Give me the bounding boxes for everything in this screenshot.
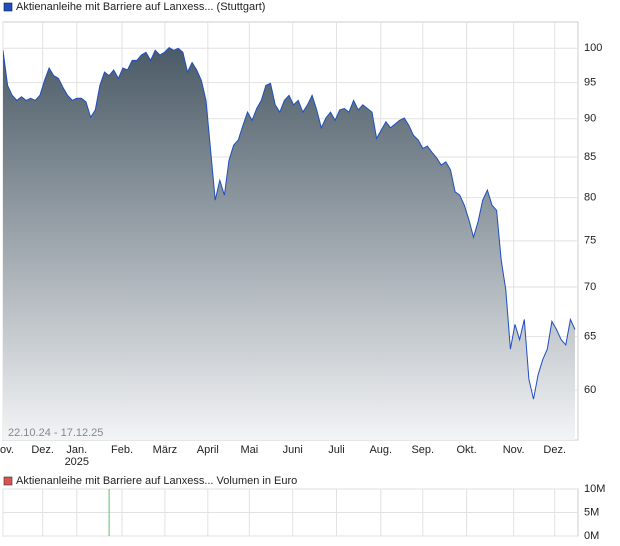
y-tick-label: 75 xyxy=(584,235,596,247)
x-tick-label: Nov. xyxy=(503,444,525,456)
area xyxy=(3,47,575,440)
x-tick-label: Sep. xyxy=(411,444,434,456)
y-tick-label: 10M xyxy=(584,483,605,495)
x-tick-label: Dez. xyxy=(543,444,566,456)
x-tick-label: Dez. xyxy=(31,444,54,456)
legend-label: Aktienanleihe mit Barriere auf Lanxess..… xyxy=(16,1,265,13)
date-range: 22.10.24 - 17.12.25 xyxy=(8,427,103,439)
x-tick-label: Okt. xyxy=(457,444,477,456)
x-tick-label: Aug. xyxy=(369,444,392,456)
y-tick-label: 100 xyxy=(584,42,602,54)
y-tick-label: 5M xyxy=(584,506,599,518)
y-tick-label: 95 xyxy=(584,76,596,88)
y-tick-label: 60 xyxy=(584,384,596,396)
y-tick-label: 90 xyxy=(584,113,596,125)
legend-label: Aktienanleihe mit Barriere auf Lanxess..… xyxy=(16,475,297,487)
x-tick-label: Jan. 2025 xyxy=(65,444,89,468)
series xyxy=(3,46,576,440)
y-tick-label: 0M xyxy=(584,530,599,542)
x-tick-label: Nov. xyxy=(0,444,14,456)
x-tick-label: Feb. xyxy=(111,444,133,456)
x-tick-label: März xyxy=(153,444,177,456)
y-tick-label: 65 xyxy=(584,331,596,343)
x-tick-label: Juli xyxy=(328,444,345,456)
line xyxy=(3,46,576,400)
x-tick-label: Mai xyxy=(240,444,258,456)
legend-swatch xyxy=(3,476,13,486)
y-tick-label: 85 xyxy=(584,151,596,163)
legend-swatch xyxy=(3,2,13,12)
volume-bar xyxy=(108,489,110,536)
y-tick-label: 70 xyxy=(584,281,596,293)
y-tick-label: 80 xyxy=(584,192,596,204)
x-tick-label: Juni xyxy=(283,444,303,456)
x-tick-label: April xyxy=(197,444,219,456)
